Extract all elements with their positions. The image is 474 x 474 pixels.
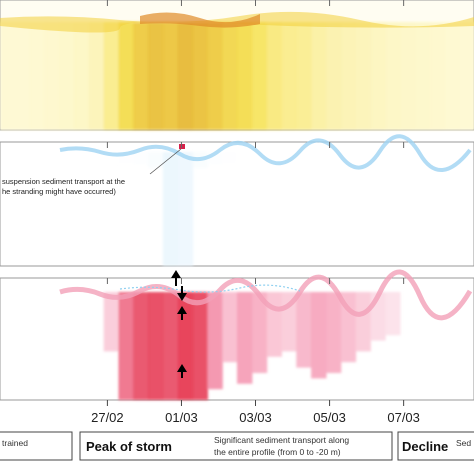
top-cell: [281, 22, 297, 130]
bottom-cell: [222, 292, 238, 363]
top-cell: [311, 22, 327, 130]
bottom-surface-line: [59, 269, 473, 321]
top-cell: [59, 22, 75, 130]
top-cell: [370, 22, 386, 130]
bottom-cell: [385, 292, 401, 336]
legend-title-2: Peak of storm: [86, 439, 172, 454]
top-cell: [44, 22, 60, 130]
x-axis: 27/02 01/03 03/03 05/03 07/03: [91, 0, 420, 425]
bottom-cell: [192, 292, 208, 400]
top-cell: [118, 22, 134, 130]
top-cell: [251, 22, 268, 130]
legend-box-2: [79, 431, 393, 461]
top-cell: [444, 22, 460, 130]
x-tick-label: 03/03: [239, 410, 272, 425]
top-cell: [133, 22, 149, 130]
top-cell: [207, 22, 223, 130]
stranding-marker: [179, 144, 185, 149]
top-cell: [237, 22, 253, 130]
legend-title-3: Decline: [402, 439, 448, 454]
top-cell: [429, 22, 445, 130]
top-cell: [14, 22, 31, 130]
bottom-cell: [207, 292, 223, 390]
top-cell: [459, 22, 474, 130]
arrow-up-2: [177, 306, 187, 320]
top-cell: [103, 22, 120, 130]
bottom-cell: [325, 292, 342, 373]
top-cell: [399, 22, 416, 130]
top-cell: [29, 22, 45, 130]
middle-cell: [118, 152, 134, 164]
top-cell: [340, 22, 357, 130]
bottom-cell: [148, 292, 164, 400]
bottom-cell: [162, 292, 179, 400]
x-tick-label: 07/03: [387, 410, 420, 425]
annotation-leader: [149, 148, 182, 175]
arrow-up-1: [171, 270, 181, 286]
top-peak-band: [140, 12, 260, 28]
top-cell: [0, 22, 16, 130]
legend-desc-3: Sed: [456, 438, 471, 448]
bottom-cell: [118, 292, 134, 400]
top-cell: [148, 22, 164, 130]
top-cell: [74, 22, 90, 130]
top-cell: [177, 22, 194, 130]
bottom-cell: [177, 292, 194, 400]
middle-cell: [133, 152, 149, 165]
arrow-down: [177, 286, 187, 301]
top-cell: [266, 22, 282, 130]
panel-bottom-heatmap: [103, 292, 401, 400]
top-cell: [325, 22, 342, 130]
bottom-cell: [251, 292, 268, 373]
legend-desc-2b: the entire profile (from 0 to -20 m): [214, 447, 341, 457]
bottom-cell: [355, 292, 371, 352]
legend-box-3: [397, 431, 474, 461]
top-cell: [296, 22, 312, 130]
top-cell: [355, 22, 371, 130]
top-cell: [88, 22, 105, 130]
annotation-line-1: suspension sediment transport at the: [2, 177, 125, 186]
x-tick-label: 01/03: [165, 410, 198, 425]
x-tick-label: 05/03: [313, 410, 346, 425]
bottom-cell: [266, 292, 282, 357]
bottom-cell: [237, 292, 253, 384]
middle-surface-line: [59, 134, 472, 172]
bottom-cell: [311, 292, 327, 379]
top-cell: [222, 22, 238, 130]
annotation-line-2: he stranding might have occurred): [2, 187, 116, 196]
panel-middle-heatmap: [118, 152, 238, 266]
middle-cell: [222, 152, 238, 164]
x-tick-label: 27/02: [91, 410, 124, 425]
panel-top-heatmap: [0, 22, 474, 130]
bottom-cell: [296, 292, 312, 368]
middle-cell: [162, 152, 179, 266]
legend-desc-1: trained: [2, 438, 28, 448]
middle-cell: [177, 152, 194, 266]
top-cell: [162, 22, 179, 130]
top-cell: [385, 22, 401, 130]
top-cell: [192, 22, 208, 130]
bottom-cell: [103, 292, 120, 352]
arrow-up-3: [177, 364, 187, 378]
bottom-cell: [133, 292, 149, 400]
legend-desc-2a: Significant sediment transport along: [214, 435, 349, 445]
top-cell: [414, 22, 431, 130]
legend-box-1: [0, 431, 73, 461]
middle-cell: [148, 152, 164, 168]
